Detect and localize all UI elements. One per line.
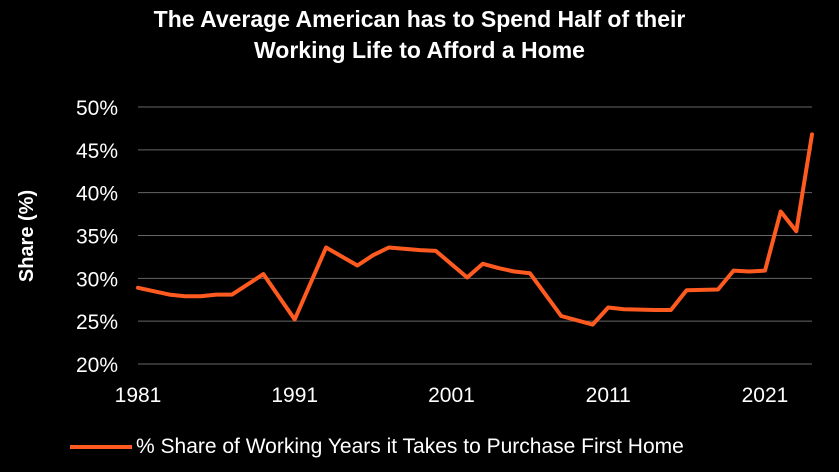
x-tick-label: 2021 (742, 384, 789, 407)
y-tick-label: 20% (76, 354, 118, 377)
legend-swatch (70, 445, 132, 449)
y-tick-label: 25% (76, 311, 118, 334)
line-chart: 20% 25% 30% 35% 40% 45% 50% 1981 1991 2001 2011 20… (16, 97, 814, 407)
chart-title-line-1: The Average American has to Spend Half o… (153, 6, 686, 32)
y-tick-label: 35% (76, 226, 118, 249)
series-line (136, 132, 814, 327)
legend-label: % Share of Working Years it Takes to Pur… (136, 435, 684, 458)
x-axis-ticks: 1981 1991 2001 2011 2021 (115, 384, 789, 407)
x-tick-label: 1991 (271, 384, 318, 407)
legend: % Share of Working Years it Takes to Pur… (70, 434, 684, 460)
x-tick-label: 2011 (586, 384, 631, 407)
y-tick-label: 30% (76, 268, 118, 291)
x-tick-label: 1981 (115, 384, 162, 407)
y-tick-label: 45% (76, 140, 118, 163)
chart-title-line-2: Working Life to Afford a Home (254, 37, 585, 63)
x-tick-label: 2001 (428, 384, 475, 407)
y-tick-label: 40% (76, 183, 118, 206)
y-axis-label: Share (%) (16, 190, 38, 282)
y-axis-ticks: 20% 25% 30% 35% 40% 45% 50% (76, 97, 118, 377)
gridlines (138, 106, 812, 365)
chart-title: The Average American has to Spend Half o… (0, 4, 839, 66)
data-lines (136, 132, 814, 327)
y-tick-label: 50% (76, 97, 118, 120)
